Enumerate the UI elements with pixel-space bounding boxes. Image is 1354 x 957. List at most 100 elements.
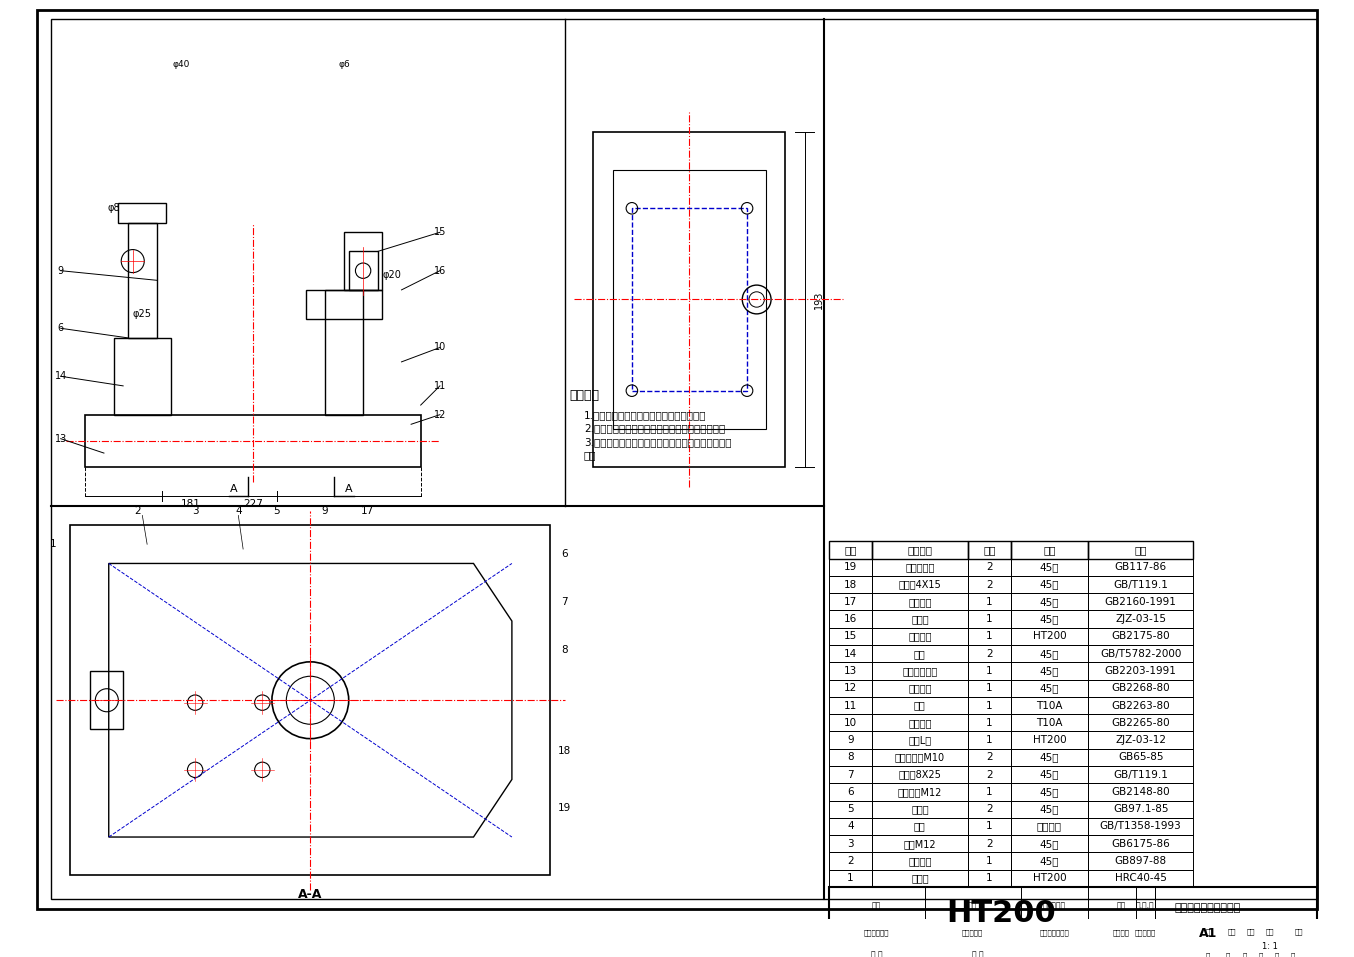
Text: 双头螺柱: 双头螺柱 <box>909 856 932 866</box>
Bar <box>1011 835 1087 853</box>
Text: 1: 1 <box>986 735 992 746</box>
Text: 技术要求: 技术要求 <box>569 389 598 402</box>
Bar <box>872 766 968 783</box>
Bar <box>1087 714 1193 731</box>
Bar <box>118 204 167 223</box>
Bar <box>1087 645 1193 662</box>
Bar <box>1011 593 1087 611</box>
Text: 螺栓: 螺栓 <box>914 649 926 658</box>
Text: 45鑉: 45鑉 <box>1040 649 1059 658</box>
Text: 15: 15 <box>844 632 857 641</box>
Bar <box>1087 783 1193 801</box>
Text: 19: 19 <box>558 803 571 813</box>
Text: 钓套: 钓套 <box>914 701 926 710</box>
Bar <box>872 559 968 576</box>
Bar <box>1011 542 1087 559</box>
Text: GB2148-80: GB2148-80 <box>1112 787 1170 797</box>
Text: 压紧螺钉: 压紧螺钉 <box>909 597 932 607</box>
Bar <box>632 209 747 390</box>
Text: 版本: 版本 <box>1117 901 1127 911</box>
Bar <box>1087 766 1193 783</box>
Bar <box>968 766 1011 783</box>
Text: 16: 16 <box>433 266 445 276</box>
Bar <box>968 645 1011 662</box>
Bar <box>829 697 872 714</box>
Bar <box>1011 766 1087 783</box>
Bar <box>968 593 1011 611</box>
Text: 1: 1 <box>986 632 992 641</box>
Text: 11: 11 <box>844 701 857 710</box>
Text: GB2265-80: GB2265-80 <box>1112 718 1170 728</box>
Text: HT200: HT200 <box>1033 632 1066 641</box>
Bar <box>829 766 872 783</box>
Bar <box>829 748 872 766</box>
Bar <box>872 714 968 731</box>
Text: 45鑉: 45鑉 <box>1040 856 1059 866</box>
Text: 数量: 数量 <box>1228 928 1236 935</box>
Bar <box>968 731 1011 748</box>
Text: 14: 14 <box>844 649 857 658</box>
Text: 1: 1 <box>986 856 992 866</box>
Bar <box>1011 853 1087 870</box>
Text: 钓套螺钉: 钓套螺钉 <box>909 683 932 693</box>
Bar <box>593 131 785 467</box>
Text: 1: 1 <box>986 666 992 676</box>
Bar <box>1087 576 1193 593</box>
Bar <box>968 628 1011 645</box>
Text: GB6175-86: GB6175-86 <box>1112 838 1170 849</box>
Text: （强制）: （强制） <box>1113 929 1131 936</box>
Bar <box>829 870 872 887</box>
Text: φ20: φ20 <box>382 271 401 280</box>
Bar <box>1011 628 1087 645</box>
Text: 4: 4 <box>236 505 241 516</box>
Bar <box>829 731 872 748</box>
Bar <box>1011 662 1087 679</box>
Text: 7: 7 <box>848 769 853 780</box>
Bar <box>968 542 1011 559</box>
Bar <box>1011 870 1087 887</box>
Bar <box>872 748 968 766</box>
Text: GB2203-1991: GB2203-1991 <box>1105 666 1177 676</box>
Text: 18: 18 <box>558 746 571 756</box>
Text: 负责（强制）: 负责（强制） <box>864 929 890 936</box>
Text: GB897-88: GB897-88 <box>1114 856 1167 866</box>
Text: 12: 12 <box>844 683 857 693</box>
Bar <box>1011 714 1087 731</box>
Bar <box>829 559 872 576</box>
Text: 共: 共 <box>1205 953 1210 957</box>
Text: T10A: T10A <box>1036 701 1063 710</box>
Text: （年月日）: （年月日） <box>1135 929 1156 936</box>
Bar <box>1087 697 1193 714</box>
Bar <box>1087 870 1193 887</box>
Bar <box>1011 801 1087 818</box>
Bar <box>968 801 1011 818</box>
Text: 13: 13 <box>54 434 66 444</box>
Text: 六角螺每M12: 六角螺每M12 <box>898 787 942 797</box>
Text: 第组: 第组 <box>1247 928 1255 935</box>
Bar <box>872 801 968 818</box>
Text: 3: 3 <box>848 838 853 849</box>
Text: 图日: 图日 <box>872 901 881 911</box>
Bar <box>968 559 1011 576</box>
Bar <box>344 233 382 290</box>
Bar <box>968 714 1011 731</box>
Bar <box>968 697 1011 714</box>
Bar <box>872 645 968 662</box>
Bar <box>1087 853 1193 870</box>
Bar <box>829 818 872 835</box>
Bar <box>1087 559 1193 576</box>
Text: 45鑉: 45鑉 <box>1040 580 1059 590</box>
Text: 10: 10 <box>433 343 445 352</box>
Text: GB2160-1991: GB2160-1991 <box>1105 597 1177 607</box>
Bar <box>872 853 968 870</box>
Bar <box>1087 593 1193 611</box>
Bar <box>829 662 872 679</box>
Bar <box>1087 662 1193 679</box>
Bar <box>968 870 1011 887</box>
Text: 8: 8 <box>562 645 569 655</box>
Bar <box>829 835 872 853</box>
Text: 227: 227 <box>242 499 263 509</box>
Text: 团柱鑐8X25: 团柱鑐8X25 <box>899 769 941 780</box>
Bar <box>1087 542 1193 559</box>
Text: 平垫圈: 平垫圈 <box>911 804 929 814</box>
